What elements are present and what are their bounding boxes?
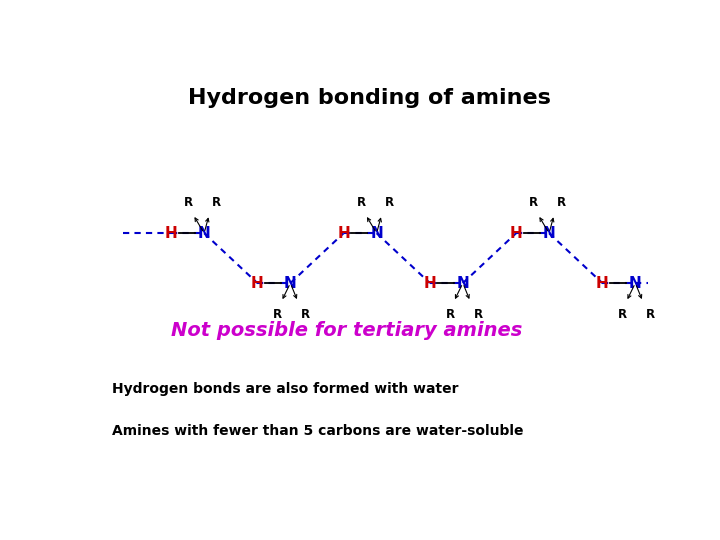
Text: R: R bbox=[384, 195, 394, 208]
Text: N: N bbox=[198, 226, 210, 241]
Text: N: N bbox=[284, 275, 297, 291]
Text: R: R bbox=[357, 195, 366, 208]
Text: R: R bbox=[474, 308, 482, 321]
Text: H: H bbox=[251, 275, 264, 291]
Text: Hydrogen bonding of amines: Hydrogen bonding of amines bbox=[188, 88, 550, 108]
Text: R: R bbox=[184, 195, 194, 208]
Text: R: R bbox=[557, 195, 567, 208]
Text: H: H bbox=[337, 226, 350, 241]
Text: H: H bbox=[423, 275, 436, 291]
Text: R: R bbox=[529, 195, 539, 208]
Text: R: R bbox=[212, 195, 221, 208]
Text: N: N bbox=[456, 275, 469, 291]
Text: N: N bbox=[629, 275, 642, 291]
Text: R: R bbox=[301, 308, 310, 321]
Text: N: N bbox=[370, 226, 383, 241]
Text: N: N bbox=[543, 226, 555, 241]
Text: H: H bbox=[596, 275, 608, 291]
Text: H: H bbox=[510, 226, 523, 241]
Text: Amines with fewer than 5 carbons are water-soluble: Amines with fewer than 5 carbons are wat… bbox=[112, 424, 524, 438]
Text: R: R bbox=[646, 308, 655, 321]
Text: H: H bbox=[165, 226, 178, 241]
Text: R: R bbox=[446, 308, 455, 321]
Text: R: R bbox=[273, 308, 282, 321]
Text: Not possible for tertiary amines: Not possible for tertiary amines bbox=[171, 321, 523, 340]
Text: Hydrogen bonds are also formed with water: Hydrogen bonds are also formed with wate… bbox=[112, 382, 459, 396]
Text: R: R bbox=[618, 308, 627, 321]
